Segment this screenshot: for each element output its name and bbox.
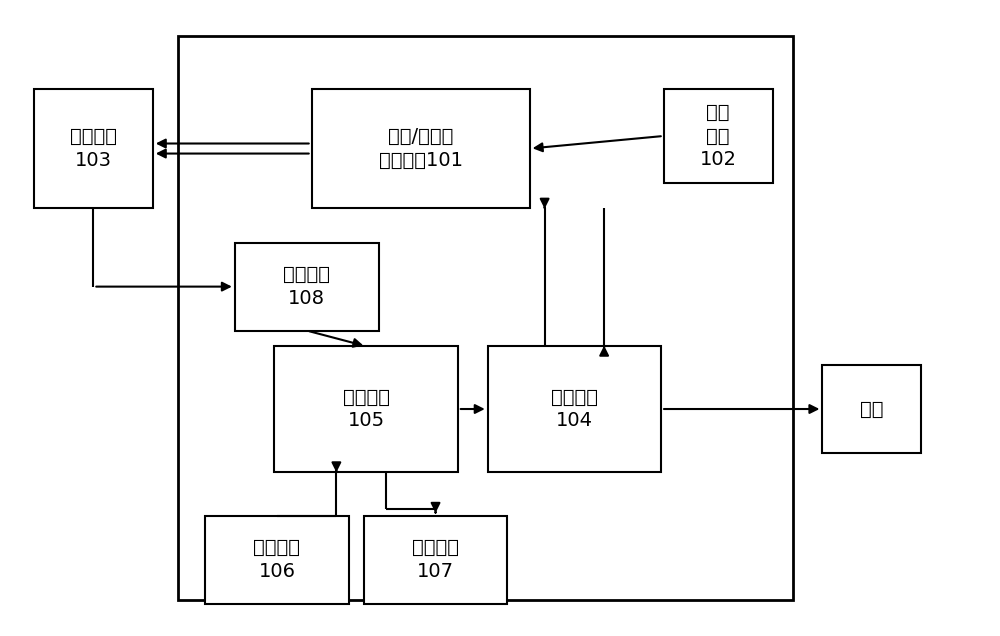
Text: 102: 102 (700, 150, 737, 169)
Text: 104: 104 (556, 411, 593, 431)
Text: 显示模块: 显示模块 (412, 538, 459, 557)
Text: 稳压模块: 稳压模块 (283, 265, 330, 284)
Text: 控制模块: 控制模块 (551, 387, 598, 406)
Bar (205, 516, 349, 604)
Text: 体式模块101: 体式模块101 (379, 151, 463, 170)
Bar (364, 516, 507, 604)
Bar (822, 365, 921, 453)
Text: 103: 103 (75, 151, 112, 170)
Bar (235, 243, 379, 331)
Bar (178, 36, 793, 600)
Text: 充电/升压一: 充电/升压一 (388, 127, 453, 146)
Text: 按键模块: 按键模块 (253, 538, 300, 557)
Text: 电池模块: 电池模块 (70, 127, 117, 146)
Text: 107: 107 (417, 562, 454, 581)
Text: 106: 106 (258, 562, 295, 581)
Bar (274, 346, 458, 472)
Bar (34, 89, 153, 208)
Text: 控制模块: 控制模块 (343, 387, 390, 406)
Bar (488, 346, 661, 472)
Text: 105: 105 (348, 411, 385, 431)
Text: 108: 108 (288, 289, 325, 308)
Bar (664, 89, 773, 183)
Text: 接口: 接口 (706, 127, 730, 146)
Text: 电机: 电机 (860, 399, 884, 418)
Bar (312, 89, 530, 208)
Text: 充电: 充电 (706, 102, 730, 121)
